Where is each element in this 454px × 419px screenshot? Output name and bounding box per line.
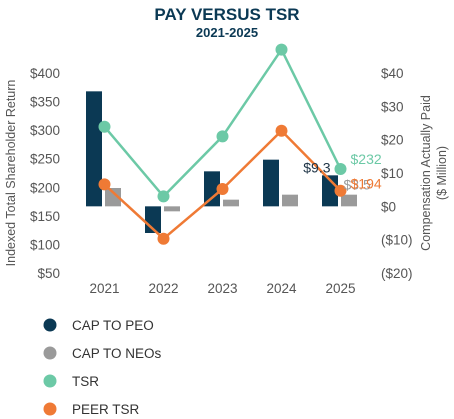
legend-marker (43, 346, 57, 360)
x-tick-label: 2024 (266, 281, 297, 296)
bar (263, 159, 279, 207)
bar (105, 188, 121, 207)
chart-subtitle: 2021-2025 (196, 25, 258, 40)
legend-label: PEER TSR (72, 402, 140, 417)
chart-title: PAY VERSUS TSR (154, 5, 299, 24)
y-axis-right-ticks: $40 $30 $20 $10 $0 ($10) ($20) (381, 66, 413, 281)
data-label: $194 (351, 176, 382, 192)
y-left-tick-label: $350 (30, 95, 60, 110)
lines-layer (98, 43, 347, 245)
y-right-tick-label: ($10) (381, 233, 413, 248)
y-right-tick-label: $10 (381, 166, 404, 181)
line-point (216, 183, 229, 195)
line-point (157, 190, 170, 203)
x-tick-label: 2021 (89, 281, 119, 296)
bar (164, 206, 180, 212)
y-right-tick-label: $40 (381, 66, 404, 81)
y-axis-right-unit: ($ Million) (435, 146, 449, 200)
x-tick-label: 2023 (207, 281, 237, 296)
legend-marker (43, 318, 57, 332)
line-point (334, 184, 347, 197)
y-left-tick-label: $150 (30, 209, 60, 224)
line-point (98, 120, 111, 133)
bars-layer (86, 91, 357, 233)
y-right-tick-label: $30 (381, 99, 404, 114)
y-left-tick-label: $300 (30, 123, 60, 138)
legend-label: TSR (72, 374, 99, 389)
legend: CAP TO PEO CAP TO NEOs TSR PEER TSR (43, 318, 162, 417)
x-axis-ticks: 2021 2022 2023 2024 2025 (89, 281, 355, 296)
x-tick-label: 2022 (148, 281, 178, 296)
data-label: $232 (351, 151, 382, 167)
annotations-layer: $9.3 $3.5 $232 $194 (303, 151, 382, 193)
line-point (275, 124, 288, 137)
bar (341, 194, 357, 207)
y-left-tick-label: $100 (30, 237, 60, 252)
y-left-tick-label: $400 (30, 66, 60, 81)
data-label: $3.5 (344, 177, 371, 193)
y-left-tick-label: $200 (30, 180, 60, 195)
y-axis-left-label: Indexed Total Shareholder Return (4, 80, 18, 267)
y-right-tick-label: ($20) (381, 266, 413, 281)
bar (223, 199, 239, 207)
line-point (157, 232, 170, 245)
y-left-tick-label: $250 (30, 152, 60, 167)
legend-marker (43, 402, 57, 416)
bar (204, 171, 220, 207)
data-label: $9.3 (303, 159, 330, 175)
line-point (334, 163, 347, 175)
y-right-tick-label: $20 (381, 133, 404, 148)
y-axis-right-label: Compensation Actually Paid (419, 95, 433, 251)
bar (282, 194, 298, 207)
line-point (216, 130, 229, 143)
y-right-tick-label: $0 (381, 199, 396, 214)
line-point (275, 43, 288, 56)
bar (86, 91, 102, 207)
legend-marker (43, 374, 57, 388)
line-point (98, 178, 111, 191)
x-tick-label: 2025 (325, 281, 355, 296)
y-axis-left-ticks: $400 $350 $300 $250 $200 $150 $100 $50 (30, 66, 60, 281)
y-left-tick-label: $50 (37, 266, 60, 281)
legend-label: CAP TO PEO (72, 318, 154, 333)
legend-label: CAP TO NEOs (72, 346, 162, 361)
